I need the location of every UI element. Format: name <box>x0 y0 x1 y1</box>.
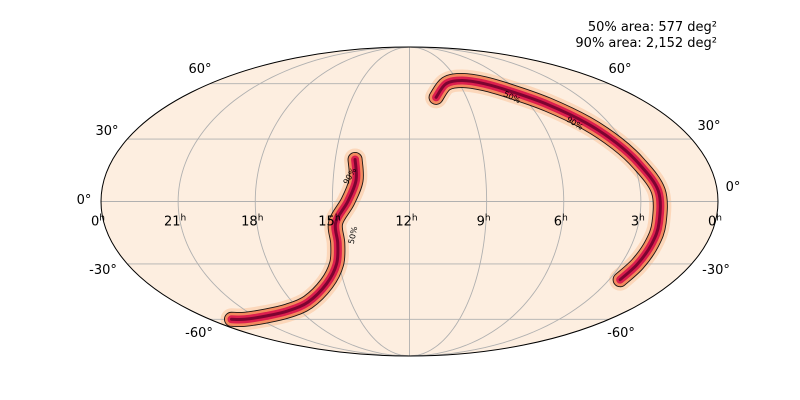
dec-tick-label-left: -30° <box>89 263 117 278</box>
sky-border <box>100 46 719 357</box>
contour-arc-2 <box>428 72 668 288</box>
ra-tick-label: 0h <box>91 214 105 230</box>
area-50-annotation: 50% area: 577 deg² <box>588 20 717 35</box>
area-90-annotation: 90% area: 2,152 deg² <box>575 36 717 51</box>
dec-tick-label-right: 60° <box>608 62 631 77</box>
contour-peak <box>434 78 662 282</box>
dec-tick-label-right: 30° <box>697 119 720 134</box>
dec-tick-label-right: -30° <box>702 263 730 278</box>
contour-peak <box>229 157 358 322</box>
dec-tick-label-left: -60° <box>185 326 213 341</box>
contour-layer: 50%90%50%90% <box>223 72 668 328</box>
dec-tick-label-right: 0° <box>726 180 741 195</box>
dec-tick-label-left: 60° <box>188 62 211 77</box>
contour-arc-1 <box>223 151 364 328</box>
ra-tick-label: 0h <box>708 214 722 230</box>
dec-tick-label-right: -60° <box>607 326 635 341</box>
dec-tick-label-left: 0° <box>77 193 92 208</box>
dec-tick-label-left: 30° <box>95 124 118 139</box>
contour-label-1: 50% <box>347 225 360 245</box>
